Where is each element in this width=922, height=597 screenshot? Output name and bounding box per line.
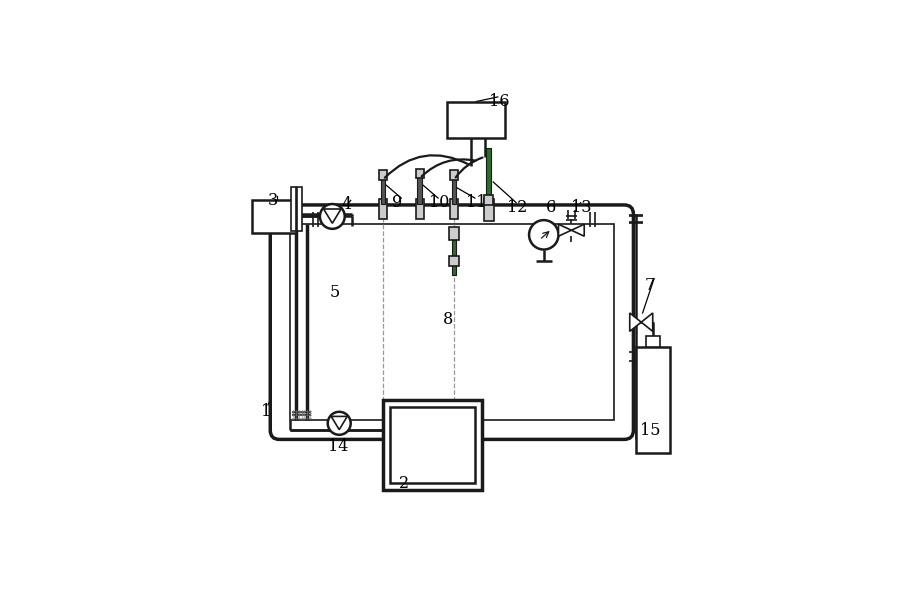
Text: 15: 15 bbox=[640, 421, 661, 439]
Bar bbox=[449, 256, 459, 266]
Text: 8: 8 bbox=[443, 312, 453, 328]
Bar bbox=[452, 241, 456, 275]
Bar bbox=[483, 199, 493, 221]
Text: 9: 9 bbox=[392, 194, 402, 211]
Bar bbox=[379, 171, 387, 180]
Text: 7: 7 bbox=[644, 277, 656, 294]
Text: 5: 5 bbox=[330, 284, 340, 301]
Bar bbox=[449, 226, 459, 241]
Bar bbox=[383, 401, 481, 490]
Circle shape bbox=[529, 220, 559, 250]
Bar bbox=[379, 199, 387, 219]
Bar bbox=[290, 224, 614, 420]
Text: 14: 14 bbox=[327, 438, 349, 455]
Polygon shape bbox=[331, 417, 348, 430]
FancyArrowPatch shape bbox=[455, 158, 482, 177]
Bar bbox=[447, 101, 504, 139]
Bar bbox=[416, 199, 424, 219]
Text: 2: 2 bbox=[399, 475, 409, 491]
Text: 3: 3 bbox=[268, 192, 278, 209]
Text: 4: 4 bbox=[341, 196, 351, 214]
Bar bbox=[452, 174, 456, 204]
Bar bbox=[635, 347, 670, 453]
Text: 16: 16 bbox=[489, 93, 509, 110]
Bar bbox=[298, 186, 302, 231]
Circle shape bbox=[327, 412, 350, 435]
Bar bbox=[291, 186, 296, 231]
Bar bbox=[484, 195, 493, 205]
Bar bbox=[381, 174, 385, 204]
Polygon shape bbox=[324, 209, 341, 223]
Text: 1: 1 bbox=[261, 404, 271, 420]
FancyArrowPatch shape bbox=[421, 159, 476, 176]
Bar bbox=[252, 201, 296, 232]
Text: 6: 6 bbox=[546, 199, 556, 216]
Text: 12: 12 bbox=[507, 199, 527, 216]
Bar bbox=[450, 199, 458, 219]
Polygon shape bbox=[572, 224, 585, 236]
Text: 13: 13 bbox=[572, 199, 592, 216]
Bar bbox=[486, 149, 491, 199]
Text: 10: 10 bbox=[429, 194, 449, 211]
FancyArrowPatch shape bbox=[384, 155, 469, 178]
Bar bbox=[416, 169, 424, 179]
Bar bbox=[450, 171, 458, 180]
Bar bbox=[646, 336, 660, 347]
Polygon shape bbox=[559, 224, 572, 236]
Circle shape bbox=[320, 204, 345, 229]
Polygon shape bbox=[641, 313, 653, 331]
Bar bbox=[418, 173, 422, 204]
FancyBboxPatch shape bbox=[270, 205, 633, 439]
Text: 11: 11 bbox=[466, 194, 486, 211]
Bar bbox=[390, 407, 475, 483]
Polygon shape bbox=[630, 313, 641, 331]
